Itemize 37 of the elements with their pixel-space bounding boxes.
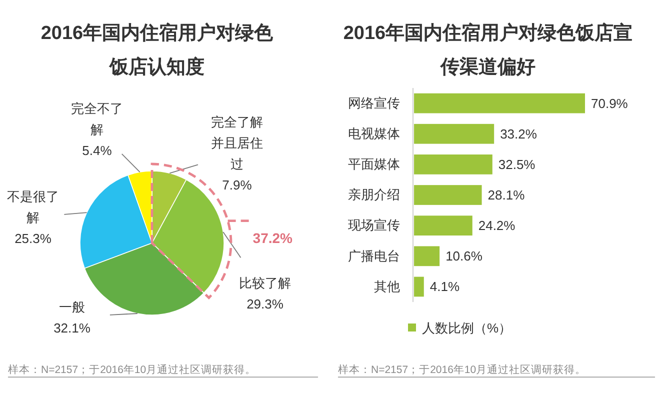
y-tick-label: 平面媒体 — [348, 156, 400, 172]
chart-title: 2016年国内住宿用户对绿色饭店认知度 — [40, 22, 274, 78]
y-tick-label: 广播电台 — [348, 248, 400, 264]
y-tick-label: 其他 — [374, 278, 400, 294]
legend-label: 人数比例（%） — [422, 320, 512, 336]
y-tick-label: 亲朋介绍 — [348, 187, 400, 202]
data-label: 32.5% — [498, 156, 536, 172]
bar — [414, 216, 472, 236]
data-label: 10.6% — [446, 248, 483, 264]
data-label: 25.3% — [14, 231, 52, 246]
data-label: 29.3% — [246, 296, 284, 312]
bar — [414, 185, 482, 205]
text: 37.2% — [252, 230, 294, 246]
data-label: 24.2% — [478, 218, 516, 234]
bar — [414, 276, 424, 297]
text: 样本：N=2157；于2016年10月通过社区调研获得。 — [8, 363, 256, 376]
data-label: 7.9% — [222, 178, 252, 192]
data-label: 33.2% — [500, 126, 538, 142]
slice-label: 完全了解并且居住过 — [211, 114, 263, 172]
slice-label: 完全不了解 — [71, 101, 123, 137]
bar — [414, 154, 492, 174]
chart-title: 2016年国内住宿用户对绿色饭店宣传渠道偏好 — [343, 22, 633, 78]
y-tick-label: 电视媒体 — [348, 126, 400, 142]
data-label: 70.9% — [591, 96, 628, 111]
slice-label: 一般 — [59, 300, 85, 314]
bar — [414, 93, 585, 114]
text: 样本：N=2157；于2016年10月通过社区调研获得。 — [338, 363, 586, 376]
data-label: 5.4% — [82, 143, 112, 158]
bar — [414, 246, 440, 266]
slice-label: 不是很了解 — [7, 189, 59, 225]
data-label: 32.1% — [54, 320, 91, 336]
y-tick-label: 现场宣传 — [348, 218, 400, 233]
data-label: 4.1% — [430, 279, 460, 294]
data-label: 28.1% — [488, 188, 526, 202]
bar — [414, 124, 494, 144]
y-tick-label: 网络宣传 — [348, 95, 400, 110]
slice-label: 比较了解 — [239, 276, 291, 290]
